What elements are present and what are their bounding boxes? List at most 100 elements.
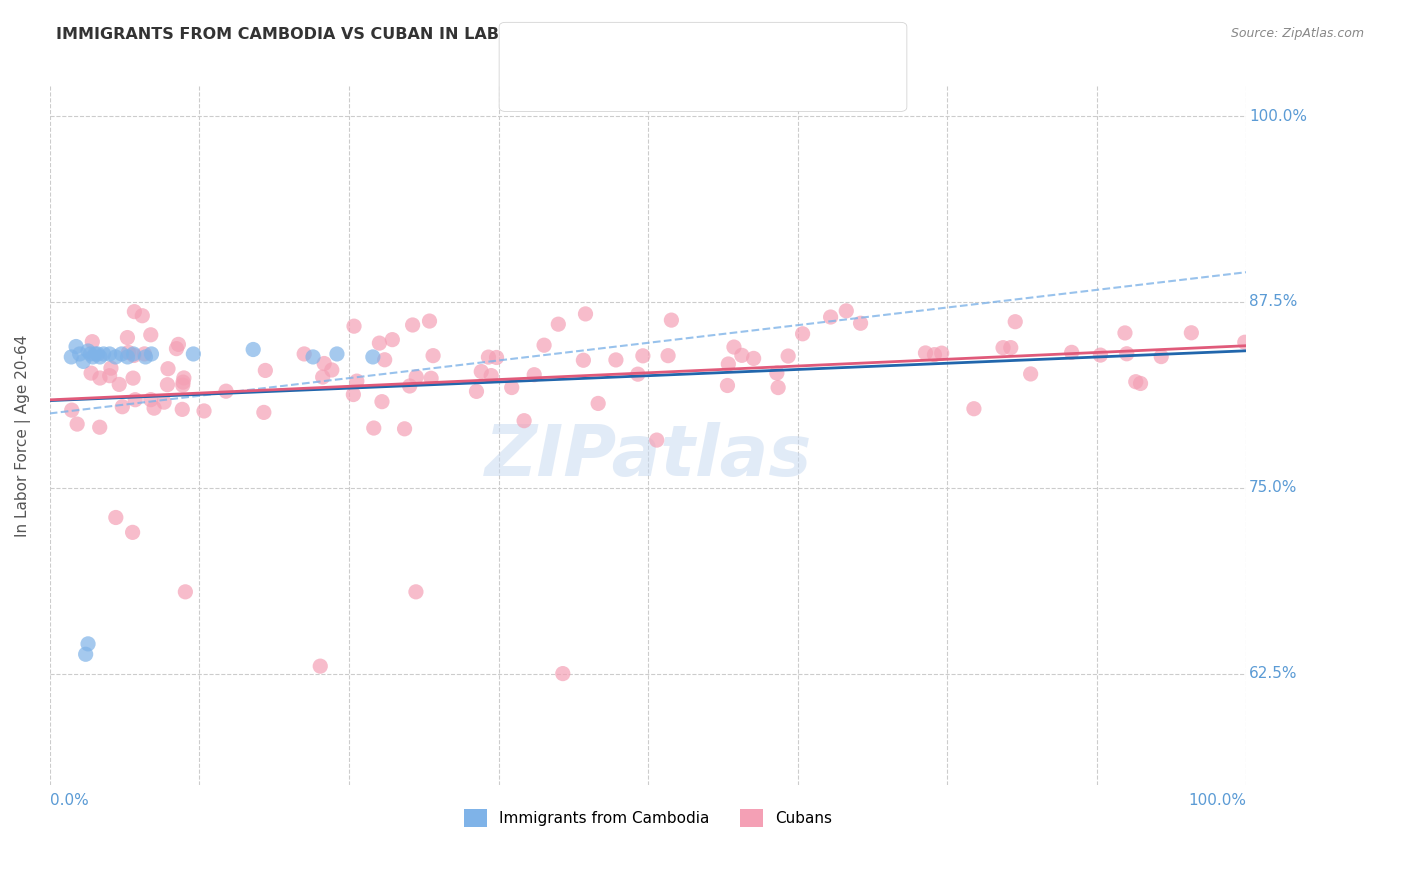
Point xyxy=(215,384,238,399)
Point xyxy=(547,317,569,331)
Point xyxy=(849,316,872,330)
Y-axis label: In Labor Force | Age 20-64: In Labor Force | Age 20-64 xyxy=(15,334,31,537)
Point xyxy=(513,414,536,428)
Text: ■: ■ xyxy=(541,62,562,81)
Point xyxy=(835,304,858,318)
Text: 100.0%: 100.0% xyxy=(1249,109,1306,124)
Point xyxy=(143,401,166,416)
Point xyxy=(253,405,276,419)
Point xyxy=(134,350,156,364)
Text: 100.0%: 100.0% xyxy=(1188,792,1247,807)
Text: N =: N = xyxy=(661,42,695,56)
Point xyxy=(465,384,488,399)
Point xyxy=(420,371,443,385)
Point xyxy=(72,354,94,368)
Point xyxy=(766,380,789,394)
Text: R =: R = xyxy=(569,64,603,78)
Point xyxy=(82,334,104,349)
Point xyxy=(117,330,139,344)
Point xyxy=(1233,335,1256,350)
Point xyxy=(1150,350,1173,364)
Point xyxy=(84,347,107,361)
Point xyxy=(166,342,188,356)
Point xyxy=(75,647,97,661)
Point xyxy=(343,319,366,334)
Point xyxy=(820,310,842,324)
Point xyxy=(86,347,108,361)
Point xyxy=(914,346,936,360)
Point xyxy=(924,348,946,362)
Point xyxy=(661,313,683,327)
Point xyxy=(991,341,1014,355)
Point xyxy=(368,336,391,351)
Point xyxy=(631,349,654,363)
Point xyxy=(405,584,427,599)
Point xyxy=(156,361,179,376)
Text: N =: N = xyxy=(661,64,695,78)
Text: ■: ■ xyxy=(541,39,562,59)
Point xyxy=(69,347,91,361)
Point xyxy=(371,394,394,409)
Point xyxy=(183,347,205,361)
Point xyxy=(501,380,523,394)
Point xyxy=(174,584,197,599)
Point xyxy=(1060,345,1083,359)
Point xyxy=(89,350,111,364)
Point xyxy=(141,347,163,361)
Point xyxy=(89,420,111,434)
Point xyxy=(479,368,502,383)
Point xyxy=(121,525,143,540)
Point xyxy=(523,368,546,382)
Point xyxy=(931,346,953,360)
Point xyxy=(60,350,83,364)
Point xyxy=(321,363,343,377)
Point xyxy=(778,349,800,363)
Text: 62.5%: 62.5% xyxy=(1249,666,1298,681)
Point xyxy=(117,350,139,364)
Point xyxy=(89,371,111,385)
Point xyxy=(80,366,103,380)
Point xyxy=(477,350,499,364)
Text: R =: R = xyxy=(569,42,603,56)
Point xyxy=(117,345,139,359)
Point xyxy=(100,361,122,376)
Point xyxy=(193,404,215,418)
Point xyxy=(551,666,574,681)
Text: 75.0%: 75.0% xyxy=(1249,480,1298,495)
Point xyxy=(717,357,740,371)
Point xyxy=(108,377,131,392)
Point xyxy=(381,333,404,347)
Point xyxy=(172,375,194,389)
Point xyxy=(485,351,508,365)
Point xyxy=(122,371,145,385)
Point xyxy=(363,421,385,435)
Point xyxy=(242,343,264,357)
Point xyxy=(1090,348,1112,362)
Point xyxy=(470,365,492,379)
Point xyxy=(110,347,132,361)
Point xyxy=(398,379,420,393)
Text: Source: ZipAtlas.com: Source: ZipAtlas.com xyxy=(1230,27,1364,40)
Text: 107: 107 xyxy=(689,64,721,78)
Point xyxy=(1000,341,1022,355)
Point xyxy=(104,350,127,364)
Point xyxy=(309,659,332,673)
Point xyxy=(586,396,609,410)
Point xyxy=(292,347,315,361)
Point xyxy=(572,353,595,368)
Point xyxy=(134,347,156,361)
Legend: Immigrants from Cambodia, Cubans: Immigrants from Cambodia, Cubans xyxy=(458,803,838,833)
Point xyxy=(139,392,162,407)
Point xyxy=(716,378,738,392)
Point xyxy=(405,370,427,384)
Point xyxy=(82,350,104,364)
Point xyxy=(172,402,194,417)
Point xyxy=(418,314,440,328)
Point xyxy=(131,309,153,323)
Point xyxy=(79,347,101,361)
Point xyxy=(346,374,368,388)
Point xyxy=(124,304,146,318)
Point xyxy=(963,401,986,416)
Text: 26: 26 xyxy=(689,42,716,56)
Point xyxy=(167,337,190,351)
